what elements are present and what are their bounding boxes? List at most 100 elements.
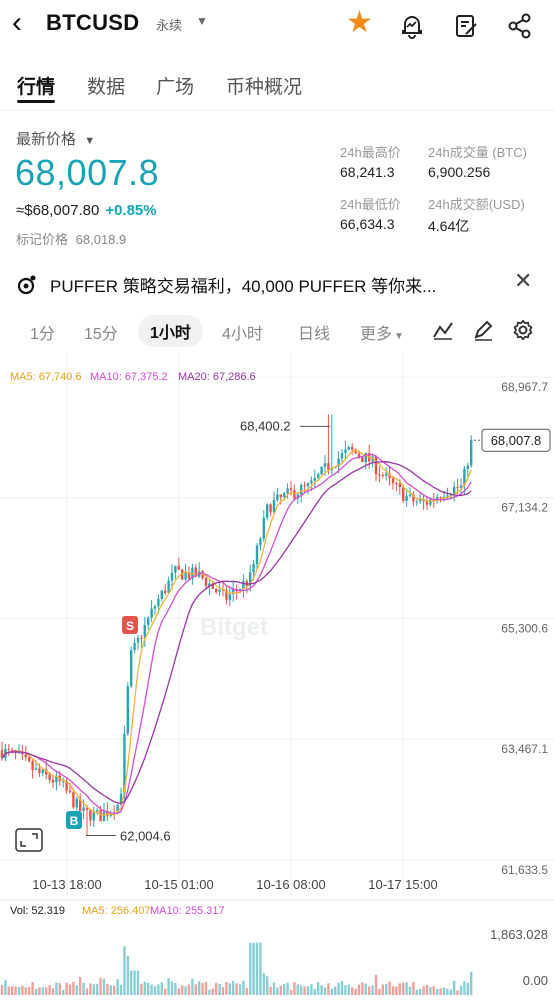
interval-more[interactable]: 更多 ▼ <box>360 320 404 344</box>
candles <box>0 414 473 836</box>
tab-market[interactable]: 行情 <box>17 77 56 98</box>
candle-body <box>164 590 167 593</box>
volume-bar <box>208 989 211 995</box>
indicator-icon[interactable] <box>432 319 454 341</box>
volume-bar <box>164 988 167 995</box>
chart-area[interactable]: Bitget 68,967.7 67,134.2 65,300.6 63,467.1 6… <box>0 355 554 1000</box>
usd-equivalent: ≈$68,007.80 <box>16 202 100 219</box>
volume-bar <box>429 987 432 995</box>
candle-body <box>340 452 344 459</box>
caret-down-icon: ▼ <box>394 331 404 342</box>
candle-body <box>466 465 469 469</box>
price-alert-icon[interactable] <box>398 12 426 40</box>
volume-bar <box>89 983 92 995</box>
interval-1h[interactable]: 1小时 <box>138 315 203 347</box>
volume-bar <box>187 984 191 995</box>
candle-body <box>170 572 174 581</box>
candle-body <box>48 774 51 780</box>
volume-bar <box>286 982 289 995</box>
close-icon[interactable]: ✕ <box>514 268 533 293</box>
candle-body <box>293 490 296 499</box>
candle-body <box>75 798 78 808</box>
volume-bar <box>34 988 38 995</box>
volume-bar <box>150 984 153 995</box>
candlestick-chart[interactable]: Bitget 68,967.767,134.265,300.663,467.16… <box>0 355 554 1000</box>
interval-daily[interactable]: 日线 <box>298 326 331 343</box>
symbol-title[interactable]: BTCUSD <box>46 10 140 35</box>
contract-type-label[interactable]: 永续 <box>156 18 183 33</box>
candle-body <box>45 769 48 775</box>
candle-body <box>283 493 286 498</box>
candle-body <box>174 565 177 573</box>
chart-labels: 68,967.7 67,134.2 65,300.6 63,467.1 61,633.5… <box>32 380 551 988</box>
settings-icon[interactable] <box>512 319 534 341</box>
candle-body <box>147 617 150 625</box>
volume-bar <box>276 987 279 995</box>
interval-15m[interactable]: 15分 <box>84 326 118 343</box>
back-icon[interactable]: ‹ <box>12 6 22 39</box>
volume-bar <box>228 983 231 995</box>
candle-body <box>249 572 252 586</box>
candle-body <box>79 798 82 812</box>
candle-body <box>344 449 347 453</box>
volume-bar <box>296 984 299 995</box>
edit-note-icon[interactable] <box>452 12 480 40</box>
volume-bar <box>470 971 473 995</box>
candle-body <box>194 567 197 577</box>
caret-down-icon[interactable]: ▼ <box>196 14 208 28</box>
volume-bar <box>269 986 272 995</box>
volume-bar <box>466 982 469 995</box>
volume-bar <box>259 942 262 995</box>
interval-1m[interactable]: 1分 <box>30 326 55 343</box>
candle-body <box>317 474 320 479</box>
volume-bar <box>272 982 276 995</box>
volume-bar <box>368 986 371 995</box>
volume-bar <box>463 981 466 995</box>
volume-bar <box>351 987 354 995</box>
watermark: Bitget <box>200 614 268 641</box>
volume-bar <box>38 987 41 995</box>
draw-tool-icon[interactable] <box>472 319 494 341</box>
candle-body <box>130 649 133 687</box>
volume-bar <box>300 985 303 995</box>
volume-bar <box>388 981 391 995</box>
promo-banner[interactable]: PUFFER 策略交易福利，40,000 PUFFER 等你来... ✕ <box>0 266 554 302</box>
tab-coin-overview[interactable]: 币种概况 <box>226 77 303 98</box>
candle-body <box>82 807 85 812</box>
volume-bar <box>337 982 340 995</box>
tab-data[interactable]: 数据 <box>87 77 126 98</box>
signal-marker-label: S <box>126 619 134 633</box>
ma-lines <box>1 449 472 816</box>
star-icon[interactable]: ★ <box>346 6 373 39</box>
latest-price-label-text: 最新价格 <box>16 131 77 148</box>
tab-square[interactable]: 广场 <box>156 77 195 98</box>
volume-bar <box>82 982 85 995</box>
volume-bar <box>354 988 357 995</box>
header-bar: ‹ BTCUSD 永续 ▼ ★ <box>0 0 554 50</box>
volume-bar <box>174 982 177 995</box>
volume-bar <box>405 982 408 995</box>
latest-price-label[interactable]: 最新价格 ▼ <box>16 128 95 149</box>
candle-body <box>405 496 408 502</box>
candle-body <box>123 733 126 794</box>
share-icon[interactable] <box>506 12 534 40</box>
candle-body <box>7 748 10 750</box>
mark-price-line: 标记价格 68,018.9 <box>16 229 126 248</box>
volume-bar <box>381 984 384 995</box>
promo-text[interactable]: PUFFER 策略交易福利，40,000 PUFFER 等你来... <box>50 277 437 296</box>
volume-bar <box>238 984 242 995</box>
candle-body <box>351 447 354 450</box>
volume-bar <box>330 988 333 995</box>
candle-body <box>255 545 259 565</box>
candle-body <box>269 504 272 513</box>
candle-body <box>102 811 106 822</box>
fullscreen-icon[interactable] <box>15 828 43 852</box>
volume-bar <box>391 986 395 995</box>
volume-bar <box>198 981 201 995</box>
interval-4h[interactable]: 4小时 <box>222 326 263 343</box>
volume-bar <box>48 985 51 995</box>
candle-body <box>446 495 449 497</box>
candle-body <box>439 496 442 499</box>
volume-bar <box>126 956 129 995</box>
low-24h-label: 24h最低价 <box>340 197 401 212</box>
